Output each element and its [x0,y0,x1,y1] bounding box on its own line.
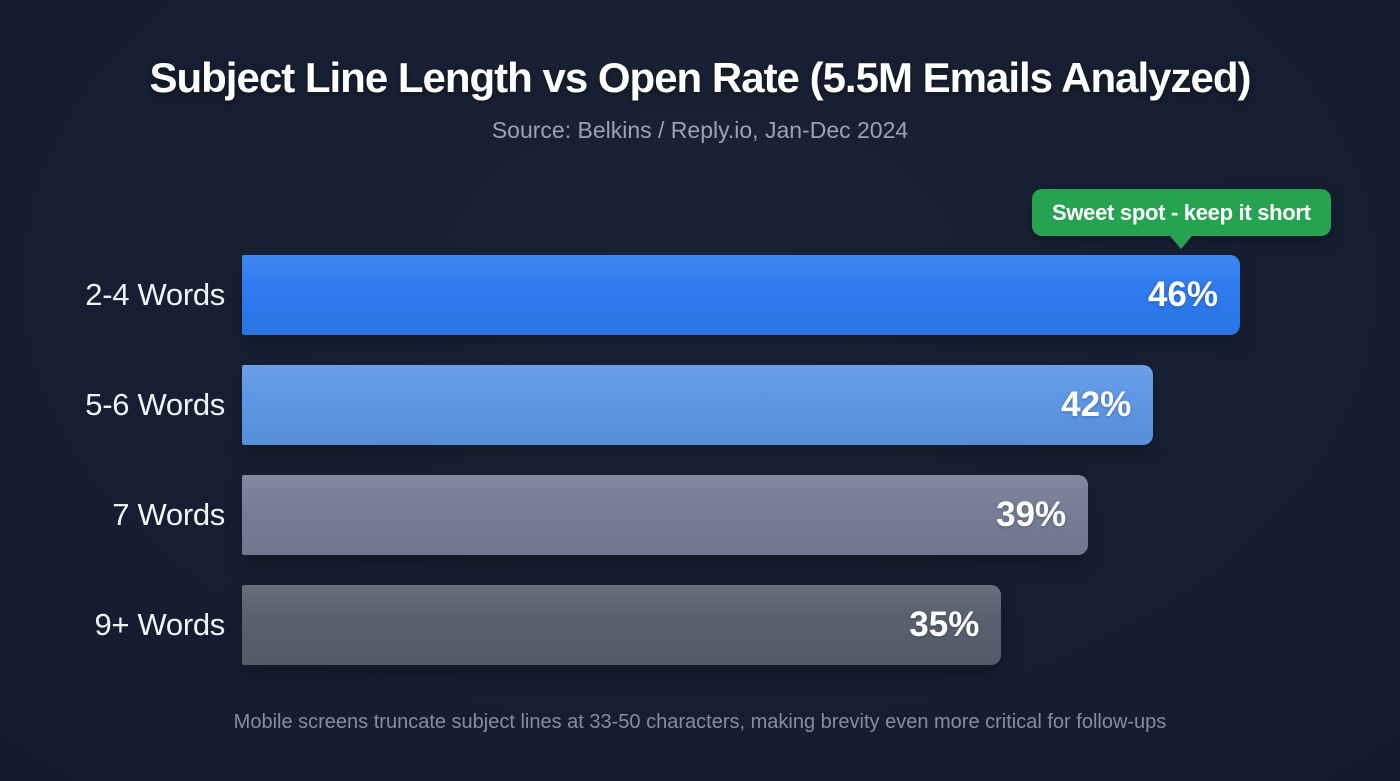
bar-value-label: 42% [1061,385,1132,424]
bar-track: 46% [242,255,1240,335]
bar: 39% [242,475,1089,555]
bar-row: 2-4 Words 46% [0,255,1400,335]
category-label: 5-6 Words [85,387,225,422]
category-label: 9+ Words [94,607,225,642]
sweet-spot-callout: Sweet spot - keep it short [1032,189,1331,236]
bar-value-label: 35% [909,605,980,644]
bar-track: 39% [242,475,1240,555]
bar-value-label: 46% [1147,275,1218,314]
category-label: 7 Words [112,497,225,532]
sweet-spot-callout-label: Sweet spot - keep it short [1052,199,1311,225]
bar-value-label: 39% [996,495,1067,534]
bar-rows: 2-4 Words 46% 5-6 Words 42% 7 Words 39% 9+ Wor… [0,255,1400,695]
bar-track: 35% [242,585,1240,665]
category-label: 2-4 Words [85,277,225,312]
bar: 42% [242,365,1154,445]
bar-track: 42% [242,365,1240,445]
bar: 46% [242,255,1240,335]
bar-row: 5-6 Words 42% [0,365,1400,445]
chart-source: Source: Belkins / Reply.io, Jan-Dec 2024 [491,117,909,143]
bar-row: 7 Words 39% [0,475,1400,555]
chart-title: Subject Line Length vs Open Rate (5.5M E… [149,54,1251,101]
bar-row: 9+ Words 35% [0,585,1400,665]
chart-footnote: Mobile screens truncate subject lines at… [233,711,1167,733]
bar: 35% [242,585,1002,665]
